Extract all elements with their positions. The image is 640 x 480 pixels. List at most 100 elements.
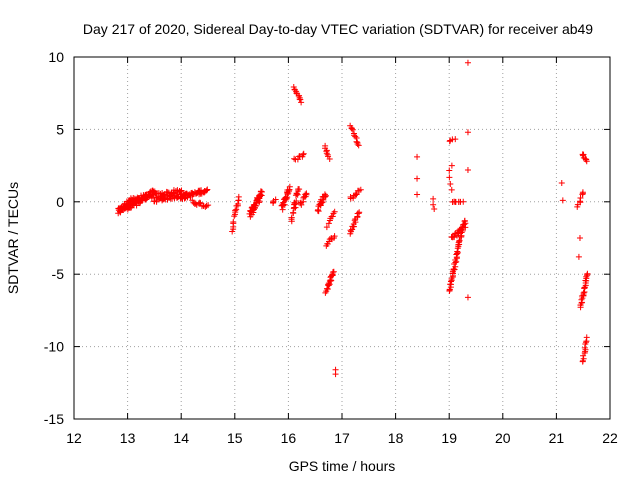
y-tick-label: -5	[52, 266, 65, 282]
data-point	[298, 99, 305, 106]
x-tick-label: 14	[173, 430, 189, 446]
x-tick-label: 19	[441, 430, 457, 446]
data-point	[446, 167, 453, 174]
data-point	[196, 199, 203, 206]
data-point	[331, 208, 338, 215]
data-point	[281, 201, 288, 208]
data-point	[430, 201, 437, 208]
grid-lines	[74, 57, 610, 419]
data-point	[454, 248, 461, 255]
axis-ticks: 12 13 14 15 16 17 18 19 20 21 22 -15 -10 -5 0 5 10	[44, 49, 618, 446]
data-point	[462, 220, 469, 227]
data-point	[353, 191, 360, 198]
data-point	[288, 216, 295, 223]
data-point	[321, 191, 328, 198]
data-point	[204, 186, 211, 193]
data-point	[580, 355, 587, 362]
data-point	[584, 270, 591, 277]
data-point	[326, 156, 333, 163]
data-point	[325, 220, 332, 227]
data-point	[189, 197, 196, 204]
x-tick-label: 12	[66, 430, 82, 446]
chart-title: Day 217 of 2020, Sidereal Day-to-day VTE…	[83, 21, 593, 37]
data-point	[464, 294, 471, 301]
data-point	[447, 181, 454, 188]
data-point	[579, 189, 586, 196]
data-point	[452, 136, 459, 143]
y-tick-label: 5	[56, 121, 64, 137]
data-point	[139, 195, 146, 202]
data-point	[178, 187, 185, 194]
data-point	[257, 188, 264, 195]
y-tick-label: -15	[44, 411, 64, 427]
data-point	[234, 201, 241, 208]
data-point	[580, 289, 587, 296]
data-point	[272, 196, 279, 203]
data-point	[292, 201, 299, 208]
data-point	[323, 224, 330, 231]
data-point	[286, 183, 293, 190]
data-point	[450, 234, 457, 241]
data-point	[448, 186, 455, 193]
data-point	[258, 192, 265, 199]
data-point	[232, 207, 239, 214]
y-tick-label: -10	[44, 339, 64, 355]
data-point	[414, 191, 421, 198]
data-point	[203, 187, 210, 194]
data-point	[355, 142, 362, 149]
data-point	[300, 150, 307, 157]
x-tick-label: 22	[602, 430, 618, 446]
data-point	[349, 126, 356, 133]
data-point	[322, 192, 329, 199]
data-point	[329, 213, 336, 220]
data-point	[332, 371, 339, 378]
data-point	[230, 219, 237, 226]
data-point	[351, 217, 358, 224]
data-point	[294, 156, 301, 163]
data-point	[148, 195, 155, 202]
data-markers	[115, 59, 591, 378]
data-point	[414, 175, 421, 182]
data-point	[583, 158, 590, 165]
x-tick-label: 21	[549, 430, 565, 446]
y-tick-label: 0	[56, 194, 64, 210]
data-point	[583, 334, 590, 341]
data-point	[296, 186, 303, 193]
data-point	[293, 190, 300, 197]
data-point	[291, 155, 298, 162]
data-point	[456, 237, 463, 244]
data-point	[450, 266, 457, 273]
y-axis-label: SDTVAR / TECUs	[5, 182, 21, 294]
data-point	[430, 195, 437, 202]
data-point	[293, 198, 300, 205]
data-point	[300, 151, 307, 158]
x-axis-label: GPS time / hours	[289, 458, 396, 474]
x-tick-label: 20	[495, 430, 511, 446]
data-point	[577, 195, 584, 202]
x-tick-label: 13	[120, 430, 136, 446]
data-point	[253, 200, 260, 207]
y-tick-label: 10	[48, 49, 64, 65]
data-point	[303, 190, 310, 197]
data-point	[559, 197, 566, 204]
data-point	[329, 272, 336, 279]
x-tick-label: 17	[334, 430, 350, 446]
data-point	[357, 186, 364, 193]
data-point	[352, 133, 359, 140]
data-point	[348, 125, 355, 132]
data-point	[318, 199, 325, 206]
data-point	[582, 339, 589, 346]
data-point	[205, 202, 212, 209]
data-point	[460, 198, 467, 205]
data-point	[414, 153, 421, 160]
data-point	[464, 129, 471, 136]
data-point	[356, 209, 363, 216]
data-point	[290, 210, 297, 217]
data-point	[330, 235, 337, 241]
data-point	[235, 193, 242, 200]
data-point	[431, 206, 438, 213]
data-point	[314, 206, 321, 213]
data-point	[297, 96, 304, 103]
data-point	[464, 59, 471, 66]
